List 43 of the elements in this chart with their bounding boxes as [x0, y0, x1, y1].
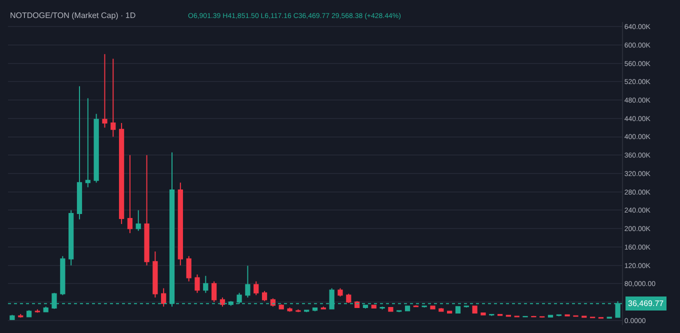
candlestick: [380, 306, 385, 310]
candlestick: [203, 275, 208, 294]
candlestick: [573, 314, 578, 318]
candlestick: [212, 280, 217, 303]
candlestick: [118, 122, 124, 224]
candlestick: [606, 316, 612, 320]
candlestick: [472, 305, 478, 314]
chart-title: NOTDOGE/TON (Market Cap) · 1D: [10, 11, 136, 20]
candlestick: [186, 256, 192, 282]
candlestick: [60, 256, 66, 296]
candlestick: [346, 293, 352, 304]
candlestick: [127, 154, 133, 234]
candlestick: [287, 307, 292, 312]
candlestick: [194, 274, 200, 294]
candlestick: [480, 312, 486, 316]
candlestick: [26, 310, 32, 318]
candlestick: [152, 251, 158, 298]
candlestick: [161, 288, 166, 308]
candlestick: [312, 307, 318, 312]
candlestick: [178, 182, 183, 266]
candlestick: [455, 306, 461, 314]
candlestick: [254, 280, 259, 296]
candlestick: [110, 58, 116, 138]
candlestick: [76, 86, 82, 220]
candlestick: [85, 98, 90, 188]
candlestick: [220, 296, 226, 308]
candlestick: [338, 288, 343, 298]
candlestick: [447, 310, 452, 314]
candlestick: [430, 305, 436, 310]
candlestick: [144, 154, 150, 266]
candlestick: [43, 306, 48, 313]
candlestick: [136, 210, 141, 232]
candlestick: [320, 306, 326, 310]
candlestick: [245, 265, 250, 298]
candlestick: [10, 314, 15, 320]
candlestick: [94, 113, 99, 184]
candlestick: [388, 306, 394, 312]
candlestick: [68, 210, 74, 266]
candlestick: [262, 290, 268, 302]
candlestick: [102, 54, 108, 128]
ref-line-label: 36,469.77: [628, 299, 664, 308]
candlestick: [540, 316, 545, 318]
candlestick: [34, 308, 40, 314]
